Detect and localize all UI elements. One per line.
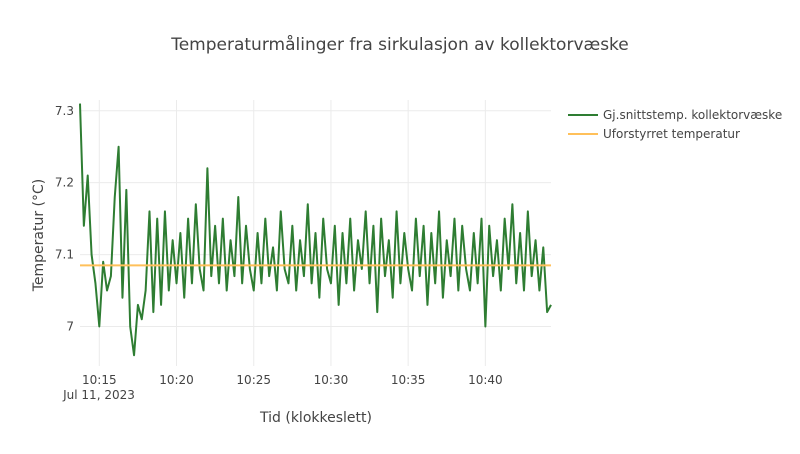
y-tick-label: 7.3: [55, 104, 74, 118]
legend-label-series-2: Uforstyrret temperatur: [603, 127, 740, 141]
x-tick-label: 10:25: [236, 373, 271, 387]
plot-area: [79, 103, 552, 357]
series-line-1[interactable]: [79, 103, 552, 357]
chart-title: Temperaturmålinger fra sirkulasjon av ko…: [170, 34, 629, 55]
x-tick-label: 10:30: [314, 373, 349, 387]
x-axis-date-label: Jul 11, 2023: [62, 388, 135, 402]
legend-item-series-1[interactable]: Gj.snittstemp. kollektorvæske: [568, 108, 782, 122]
x-axis-ticks: 10:15 10:20 10:25 10:30 10:35 10:40: [82, 373, 503, 387]
legend: Gj.snittstemp. kollektorvæske Uforstyrre…: [568, 108, 782, 141]
y-axis-title: Temperatur (°C): [31, 179, 47, 293]
legend-label-series-1: Gj.snittstemp. kollektorvæske: [603, 108, 782, 122]
x-tick-label: 10:40: [468, 373, 503, 387]
legend-item-series-2[interactable]: Uforstyrret temperatur: [568, 127, 740, 141]
x-tick-label: 10:15: [82, 373, 117, 387]
y-tick-label: 7.1: [55, 248, 74, 262]
y-tick-label: 7: [66, 319, 74, 333]
x-tick-label: 10:20: [159, 373, 194, 387]
y-axis-ticks: 7 7.1 7.2 7.3: [55, 104, 74, 334]
y-tick-label: 7.2: [55, 176, 74, 190]
x-axis-title: Tid (klokkeslett): [259, 410, 372, 426]
x-tick-label: 10:35: [391, 373, 426, 387]
